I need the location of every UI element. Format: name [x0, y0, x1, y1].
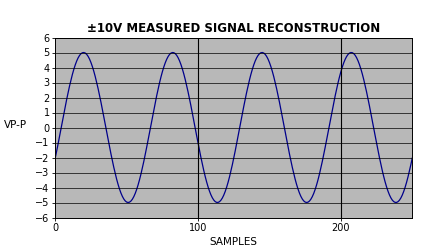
- Text: VP-P: VP-P: [4, 120, 27, 130]
- Title: ±10V MEASURED SIGNAL RECONSTRUCTION: ±10V MEASURED SIGNAL RECONSTRUCTION: [87, 22, 380, 35]
- X-axis label: SAMPLES: SAMPLES: [210, 237, 258, 247]
